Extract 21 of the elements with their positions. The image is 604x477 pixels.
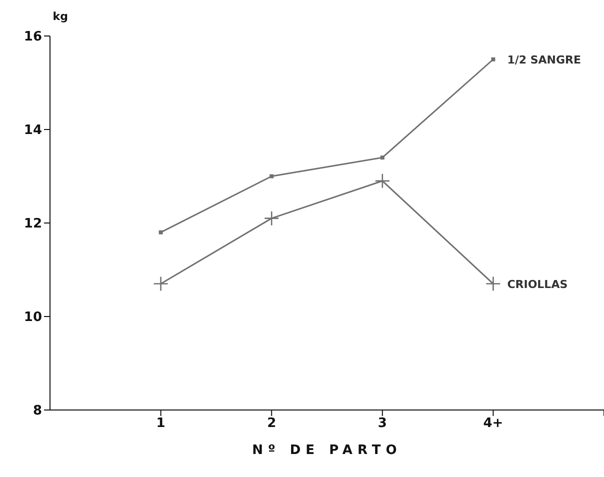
point [270,174,274,178]
x-tick-label: 2 [267,416,276,432]
point [264,210,280,226]
point [374,173,390,189]
y-tick-label: 8 [32,404,42,419]
point [153,276,168,292]
y-tick-label: 10 [24,310,42,326]
point [486,276,501,292]
point [380,156,384,160]
x-tick-label: 3 [378,416,387,432]
series-label: CRIOLLAS [507,278,568,291]
x-tick-label: 4+ [483,416,504,432]
point [158,230,163,234]
y-tick-label: 12 [24,216,42,232]
x-tick-label: 1 [156,416,166,432]
x-axis-title: Nº DE PARTO [252,443,402,458]
y-tick-label: 14 [24,123,42,138]
series-label: 1/2 SANGRE [507,53,582,66]
y-tick-label: 16 [24,30,42,45]
y-axis-title: kg [52,10,68,23]
point [491,57,496,62]
